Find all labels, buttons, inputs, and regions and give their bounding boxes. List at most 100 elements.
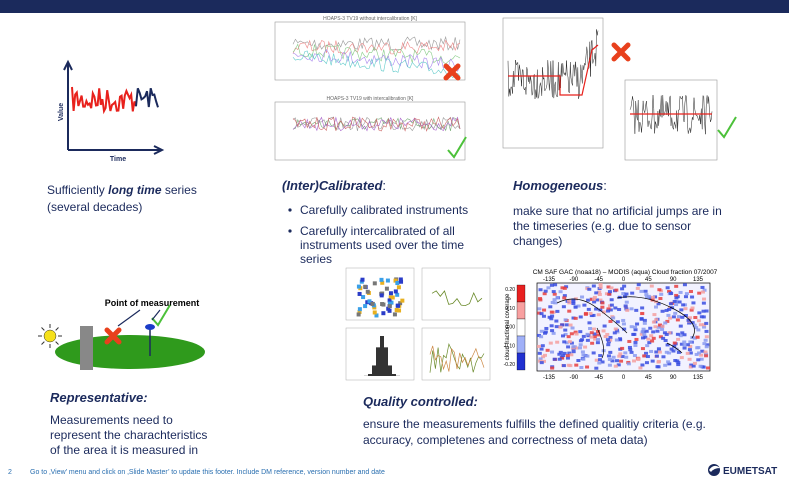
title-text: (Inter)Calibrated [282,178,383,193]
map-cell [605,332,610,336]
decor-cell [386,306,391,311]
map-cell [581,334,586,338]
map-cell [615,330,620,334]
map-cell [625,308,630,312]
map-cell [607,290,612,294]
map-cell [658,297,663,301]
map-cell [538,288,543,292]
map-cell [649,334,654,338]
map-cell [688,365,693,369]
map-cell [583,311,588,315]
map-cell [571,298,576,302]
map-cell [700,285,705,289]
body-text: of the area it is measured in [50,443,198,457]
map-cell [549,324,554,328]
map-cell [658,335,663,339]
map-cell [704,329,709,333]
map-cell [702,297,707,301]
map-cell [608,308,613,312]
map-cell [636,283,641,287]
map-cell [608,338,613,342]
pointer-arrow [117,309,161,327]
map-cell [586,298,591,302]
map-cell [622,327,627,331]
map-cell [551,331,556,335]
colorbar-tick: 0.00 [505,325,515,331]
map-cell [663,338,668,342]
map-cell [609,303,614,307]
map-cell [539,329,544,333]
map-cell [607,292,612,296]
decor-cell [380,280,385,285]
map-cell [578,330,583,334]
map-cell [596,338,601,342]
decor-cell [379,277,384,282]
map-cell [700,349,705,353]
map-cell [642,318,647,322]
colorbar-segment [516,301,526,320]
decor-cell [381,302,386,307]
title-suffix: : [603,178,607,193]
map-cell [673,311,678,315]
map-cell [701,301,706,305]
map-cell [590,341,595,345]
map-cell [643,289,648,293]
map-cell [698,323,703,327]
map-cell [592,327,597,331]
figure-frame [274,21,466,81]
map-cell [538,298,543,302]
map-cell [565,356,570,360]
map-cell [589,331,594,335]
map-cell [705,366,710,370]
map-cell [606,343,611,347]
map-cell [667,289,672,293]
map-cell [560,323,565,327]
map-cell [632,354,637,358]
map-cell [687,348,692,352]
map-cell [683,307,688,311]
map-cell [613,364,618,368]
map-cell [552,292,557,296]
map-cell [566,335,571,339]
map-cell [660,309,665,313]
map-cell [660,327,665,331]
map-cell [537,333,542,337]
long-time-text: Sufficiently long time series [47,183,197,197]
map-cell [595,341,600,345]
map-cell [597,361,602,365]
map-cell [676,361,681,365]
map-cell [659,292,664,296]
map-cell [563,318,568,322]
sensor [145,324,155,330]
map-cell [564,323,569,327]
map-cell [598,298,603,302]
map-cell [539,361,544,365]
map-cell [690,306,695,310]
map-cell [654,318,659,322]
map-cell [560,356,565,360]
map-cell [560,334,565,338]
map-cell [681,303,686,307]
axis [63,59,165,155]
map-cell [697,351,702,355]
map-cell [600,360,605,364]
map-cell [608,335,613,339]
map-cell [692,336,697,340]
map-cell [549,310,554,314]
lon-tick: -90 [569,277,578,283]
map-cell [674,293,679,297]
map-cell [651,320,656,324]
map-cell [690,295,695,299]
map-cell [606,354,611,358]
sun-ray [41,327,45,331]
map-cell [680,315,685,319]
map-cell [576,304,581,308]
map-cell [703,350,708,354]
map-cell [562,340,567,344]
map-cell [688,344,693,348]
map-cell [597,293,602,297]
colorbar-tick: -0.20 [504,362,516,368]
map-cell [596,313,601,317]
map-cell [594,298,599,302]
decor-cell [387,298,392,303]
